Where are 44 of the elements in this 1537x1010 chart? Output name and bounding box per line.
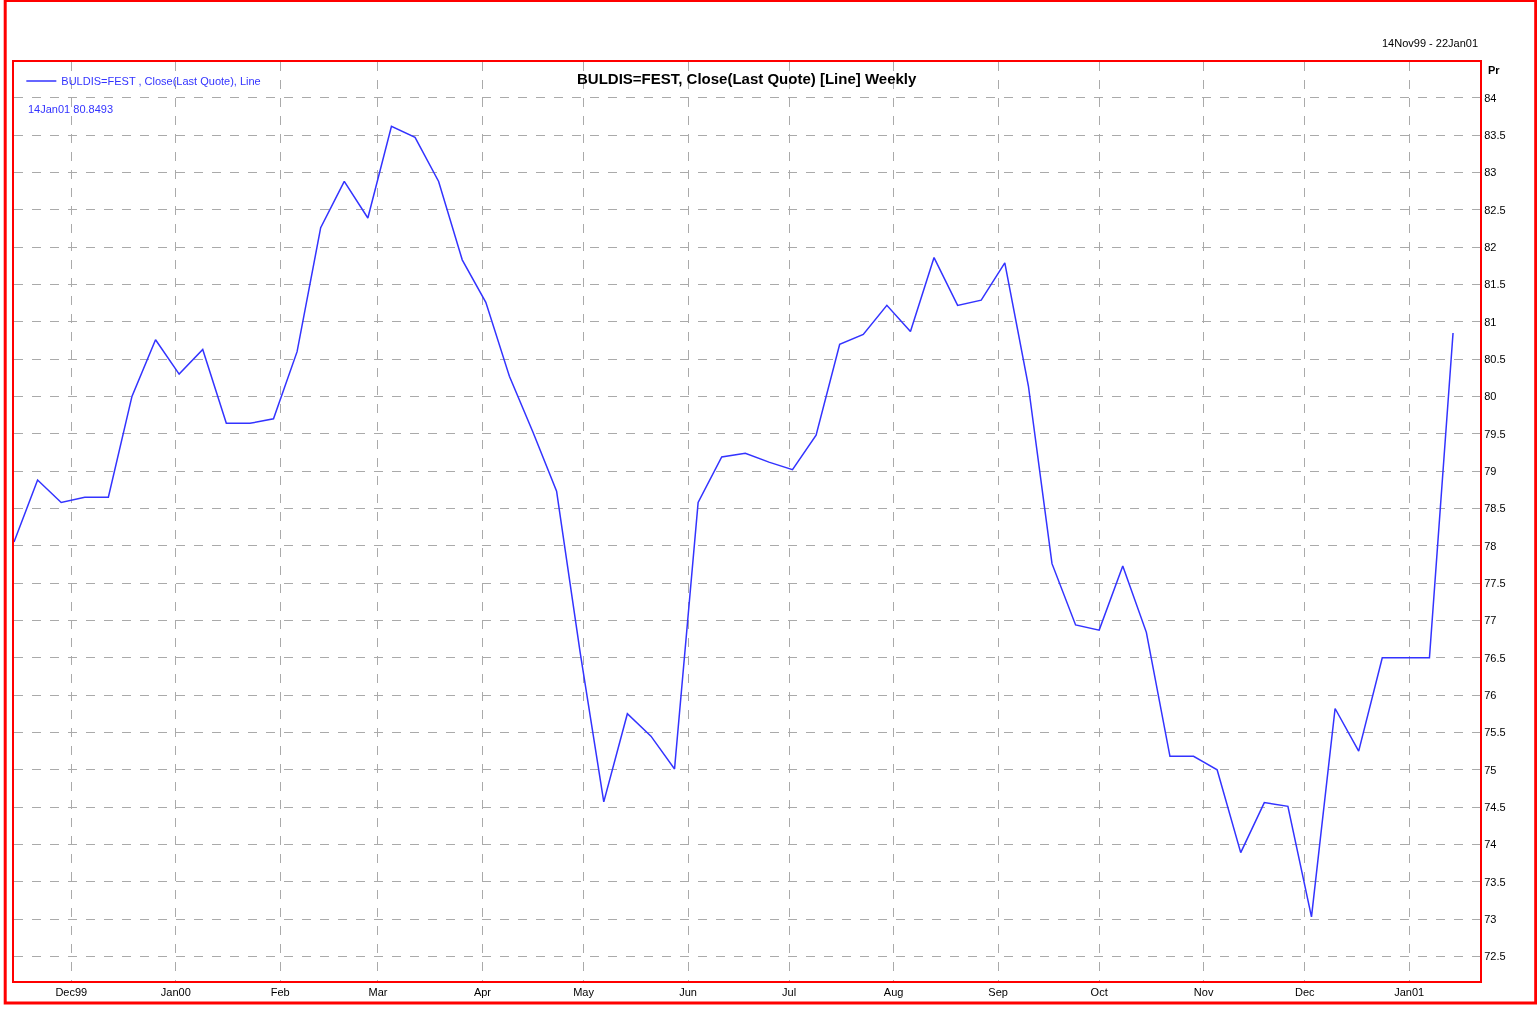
y-tick-label: 83 [1484, 166, 1497, 179]
y-tick-label: 80.5 [1484, 352, 1506, 365]
x-tick-label: Dec99 [55, 986, 88, 999]
x-tick-label: Aug [883, 986, 904, 999]
annotation: 14Jan01 80.8493 [28, 103, 114, 115]
text: BULDIS=FEST, Close(Last Quote) [Line] Weekly [577, 70, 918, 87]
y-tick-label: 75.5 [1484, 726, 1506, 739]
x-tick-label: Jul [782, 986, 797, 999]
y-tick-label: 75 [1484, 763, 1497, 776]
y-tick-label: 76 [1484, 688, 1497, 701]
x-tick-label: Jun [679, 986, 697, 999]
y-tick-label: 72.5 [1484, 950, 1506, 963]
y-tick-label: 78.5 [1484, 502, 1506, 515]
x-tick-label: Feb [270, 986, 290, 999]
y-tick-label: 81.5 [1484, 278, 1506, 291]
y-tick-label: 80 [1484, 390, 1497, 403]
y-tick-label: 79.5 [1484, 427, 1506, 440]
y-tick-label: 82.5 [1484, 203, 1506, 216]
y-tick-label: 73 [1484, 912, 1497, 925]
x-tick-label: Jan00 [160, 986, 191, 999]
x-tick-label: Nov [1193, 986, 1214, 999]
x-tick-label: May [573, 986, 595, 999]
x-tick-label: Mar [368, 986, 388, 999]
y-tick-label: 84 [1484, 91, 1497, 104]
x-tick-label: Dec [1294, 986, 1316, 999]
y-tick-label: 77.5 [1484, 576, 1506, 589]
x-tick-label: Oct [1090, 986, 1108, 999]
y-tick-label: 81 [1484, 315, 1497, 328]
line-series [14, 125, 1454, 918]
y-tick-label: 74.5 [1484, 800, 1506, 813]
y-tick-label: 74 [1484, 838, 1497, 851]
y-tick-label: 79 [1484, 464, 1497, 477]
y-tick-label: 76.5 [1484, 651, 1506, 664]
x-tick-label: Jan01 [1394, 986, 1425, 999]
chart-subtitle: 14Nov99 - 22Jan01 [1382, 37, 1479, 49]
y-tick-label: 78 [1484, 539, 1497, 552]
x-tick-label: Apr [473, 986, 492, 999]
y-tick-label: 77 [1484, 614, 1497, 627]
legend-label: BULDIS=FEST , Close(Last Quote), Line [61, 75, 261, 88]
x-tick-label: Sep [988, 986, 1008, 999]
y-tick-label: 82 [1484, 240, 1497, 253]
y-tick-label: 83.5 [1484, 129, 1506, 142]
y-axis-title: Pr [1488, 64, 1501, 76]
y-tick-label: 73.5 [1484, 875, 1506, 888]
